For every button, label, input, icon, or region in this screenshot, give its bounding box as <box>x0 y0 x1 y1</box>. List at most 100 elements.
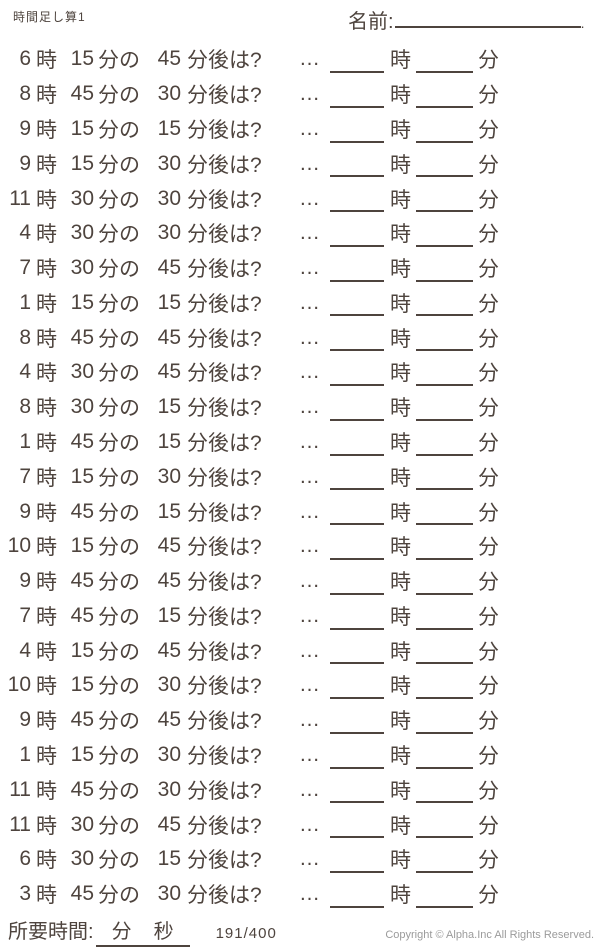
ellipsis: … <box>299 847 320 871</box>
footer: 所要時間: 分秒 191/400 Copyright © Alpha.Inc A… <box>0 915 600 947</box>
answer-minute-unit-label: 分 <box>478 536 499 560</box>
answer-hour-blank[interactable] <box>330 71 384 73</box>
answer-hour-blank[interactable] <box>330 279 384 282</box>
answer-hour-blank[interactable] <box>330 523 384 526</box>
answer-hour-unit-label: 時 <box>390 258 411 282</box>
question-minute-value: 30 <box>70 221 94 245</box>
hour-unit-label: 時 <box>36 153 57 177</box>
question-minute-value: 15 <box>70 290 94 314</box>
answer-minute-blank[interactable] <box>416 105 473 108</box>
question-hour-value: 9 <box>19 708 31 732</box>
hour-unit-label: 時 <box>36 745 57 769</box>
answer-minute-blank[interactable] <box>416 557 473 560</box>
answer-minute-blank[interactable] <box>416 314 473 317</box>
question-hour-value: 7 <box>19 256 31 280</box>
after-unit-label: 分後は? <box>187 571 262 595</box>
answer-hour-blank[interactable] <box>330 627 384 630</box>
question-after-minutes-value: 15 <box>157 290 181 314</box>
question-hour-value: 10 <box>7 673 31 697</box>
answer-hour-unit-label: 時 <box>390 397 411 421</box>
hour-unit-label: 時 <box>36 223 57 247</box>
answer-minute-blank[interactable] <box>416 870 473 873</box>
answer-minute-blank[interactable] <box>416 244 473 247</box>
answer-minute-blank[interactable] <box>416 592 473 595</box>
minute-unit-label: 分の <box>98 814 140 838</box>
answer-hour-blank[interactable] <box>330 349 384 352</box>
answer-hour-blank[interactable] <box>330 453 384 456</box>
answer-hour-blank[interactable] <box>330 905 384 908</box>
minute-unit-label: 分の <box>98 431 140 455</box>
answer-hour-blank[interactable] <box>330 662 384 665</box>
question-row: 8 時 45 分の 30 分後は? … 時 分 <box>0 77 600 112</box>
minute-unit-label: 分の <box>98 258 140 282</box>
answer-hour-blank[interactable] <box>330 175 384 178</box>
question-row: 6 時 30 分の 15 分後は? … 時 分 <box>0 842 600 877</box>
answer-hour-blank[interactable] <box>330 210 384 213</box>
answer-hour-blank[interactable] <box>330 870 384 873</box>
answer-hour-blank[interactable] <box>330 557 384 560</box>
answer-minute-blank[interactable] <box>416 523 473 526</box>
answer-minute-blank[interactable] <box>416 210 473 213</box>
elapsed-second-label: 秒 <box>153 921 174 943</box>
answer-minute-unit-label: 分 <box>478 849 499 873</box>
answer-minute-blank[interactable] <box>416 453 473 456</box>
answer-hour-blank[interactable] <box>330 731 384 734</box>
answer-hour-blank[interactable] <box>330 244 384 247</box>
question-after-minutes-value: 15 <box>157 847 181 871</box>
answer-hour-blank[interactable] <box>330 836 384 839</box>
question-minute-value: 45 <box>70 777 94 801</box>
answer-hour-blank[interactable] <box>330 697 384 700</box>
answer-minute-blank[interactable] <box>416 279 473 282</box>
answer-hour-blank[interactable] <box>330 105 384 108</box>
minute-unit-label: 分の <box>98 223 140 247</box>
answer-minute-blank[interactable] <box>416 766 473 769</box>
answer-hour-blank[interactable] <box>330 801 384 804</box>
answer-hour-blank[interactable] <box>330 384 384 387</box>
question-hour-value: 9 <box>19 569 31 593</box>
answer-minute-blank[interactable] <box>416 731 473 734</box>
after-unit-label: 分後は? <box>187 675 262 699</box>
answer-minute-blank[interactable] <box>416 349 473 352</box>
hour-unit-label: 時 <box>36 292 57 316</box>
hour-unit-label: 時 <box>36 640 57 664</box>
answer-minute-blank[interactable] <box>416 488 473 491</box>
answer-hour-blank[interactable] <box>330 418 384 421</box>
answer-minute-blank[interactable] <box>416 627 473 630</box>
answer-hour-blank[interactable] <box>330 314 384 317</box>
answer-minute-blank[interactable] <box>416 662 473 665</box>
answer-minute-blank[interactable] <box>416 140 473 143</box>
after-unit-label: 分後は? <box>187 640 262 664</box>
answer-minute-blank[interactable] <box>416 71 473 73</box>
answer-minute-blank[interactable] <box>416 697 473 700</box>
answer-minute-unit-label: 分 <box>478 327 499 351</box>
answer-hour-blank[interactable] <box>330 592 384 595</box>
answer-minute-unit-label: 分 <box>478 431 499 455</box>
question-minute-value: 45 <box>70 603 94 627</box>
hour-unit-label: 時 <box>36 675 57 699</box>
answer-hour-blank[interactable] <box>330 488 384 491</box>
answer-minute-blank[interactable] <box>416 801 473 804</box>
answer-minute-blank[interactable] <box>416 418 473 421</box>
answer-hour-blank[interactable] <box>330 766 384 769</box>
answer-hour-unit-label: 時 <box>390 501 411 525</box>
answer-hour-blank[interactable] <box>330 140 384 143</box>
question-row: 7 時 30 分の 45 分後は? … 時 分 <box>0 251 600 286</box>
question-minute-value: 15 <box>70 638 94 662</box>
answer-minute-blank[interactable] <box>416 905 473 908</box>
after-unit-label: 分後は? <box>187 710 262 734</box>
question-after-minutes-value: 30 <box>157 777 181 801</box>
question-minute-value: 15 <box>70 743 94 767</box>
answer-minute-blank[interactable] <box>416 175 473 178</box>
question-hour-value: 6 <box>19 47 31 71</box>
after-unit-label: 分後は? <box>187 327 262 351</box>
answer-hour-unit-label: 時 <box>390 431 411 455</box>
question-row: 10 時 15 分の 30 分後は? … 時 分 <box>0 668 600 703</box>
name-input-line[interactable] <box>394 10 581 28</box>
hour-unit-label: 時 <box>36 884 57 908</box>
question-row: 4 時 30 分の 45 分後は? … 時 分 <box>0 355 600 390</box>
elapsed-time-blank[interactable]: 分秒 <box>95 915 190 947</box>
answer-minute-blank[interactable] <box>416 384 473 387</box>
question-hour-value: 11 <box>9 777 31 801</box>
answer-minute-blank[interactable] <box>416 836 473 839</box>
ellipsis: … <box>299 116 320 140</box>
